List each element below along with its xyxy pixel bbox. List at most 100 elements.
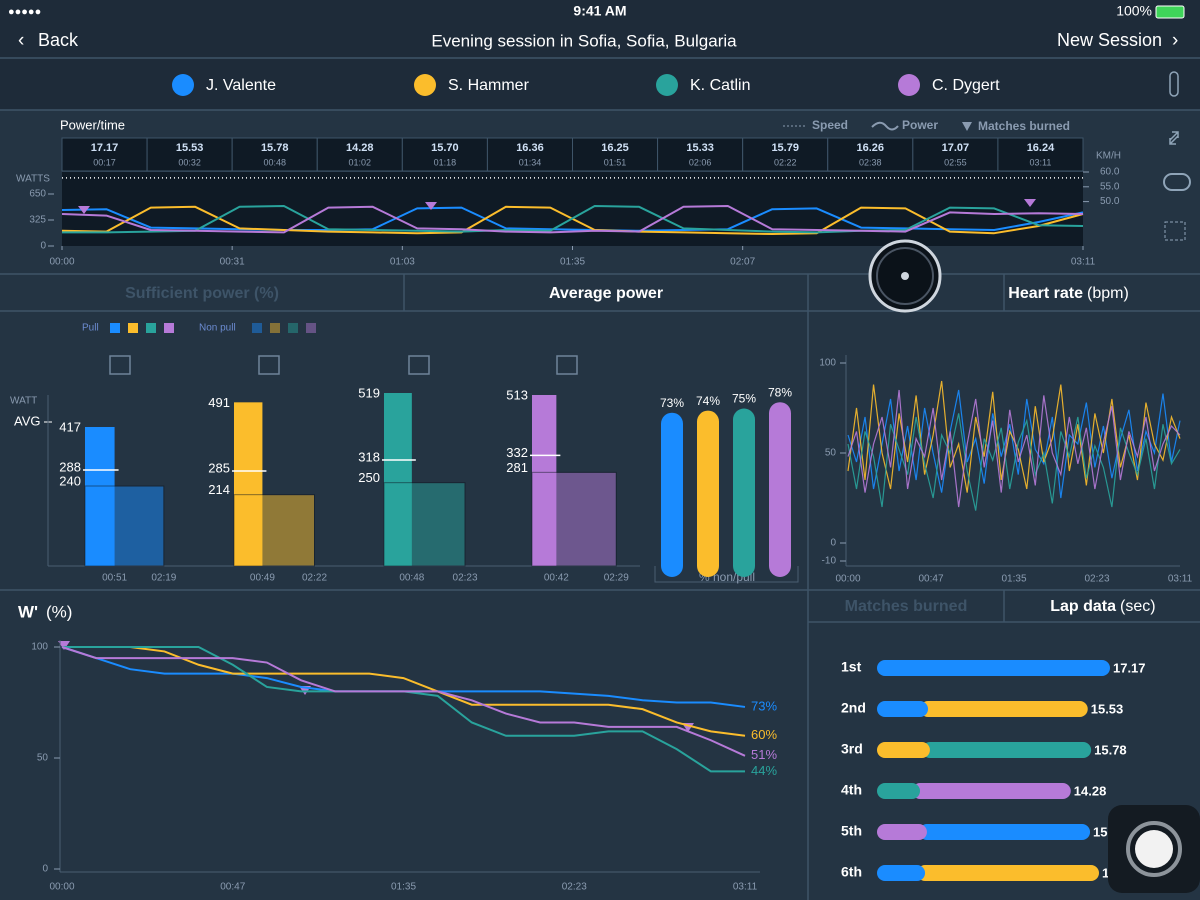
end-label: 60% [751,727,777,742]
nav-title: Evening session in Sofia, Sofia, Bulgari… [431,31,737,50]
swatch [110,323,120,333]
nonpull-bar [84,485,165,567]
end-label: 44% [751,763,777,778]
heart-line [847,413,1181,511]
x-tick-label: 00:47 [918,574,943,585]
battery-text: 100% [1116,3,1152,19]
lap-total: 15.78 [1094,742,1127,757]
new-session[interactable]: New Session [1057,30,1162,50]
thermometer-icon[interactable] [1169,71,1179,97]
lap-segment [877,783,921,799]
lap-speed: 16.36 [516,142,544,154]
nonpull-label: 250 [358,470,380,485]
lap-box [827,137,914,172]
heart-line [847,389,1181,499]
header-bg [0,0,1200,110]
x-tick-label: 01:35 [560,257,585,268]
lap-label: 1st [841,659,862,675]
lap-speed: 16.24 [1027,142,1055,154]
pull-time: 00:42 [544,573,569,584]
lap-speed: 14.28 [346,142,374,154]
back-label[interactable]: Back [38,30,79,50]
lap-speed: 17.17 [91,142,119,154]
lap-box [997,137,1084,172]
lap-label: 3rd [841,741,863,757]
power-legend-icon [871,121,899,131]
lap-time: 00:17 [93,157,116,167]
power-line [61,205,1084,234]
lap-segment [877,701,929,717]
y-tick-label: 50 [37,753,49,764]
y-tick-label: -10 [822,556,837,567]
heart-line [847,389,1181,508]
y-tick-label: 100 [819,358,836,369]
x-tick-label: 01:03 [390,257,415,268]
wprime-line [61,646,746,708]
lap-total: 17.17 [1113,660,1146,675]
home-button-core [1135,830,1173,868]
percent-bar-base [733,564,755,566]
wprime-title: W' [18,602,38,621]
percent-label: 73% [660,396,684,410]
avg-label: 288 [59,459,81,474]
lap-label: 2nd [841,700,866,716]
percent-bar [733,408,755,577]
percent-bar [697,410,719,577]
pull-label: 519 [358,385,380,400]
y-tick-label: 0 [42,864,48,875]
tab-average[interactable]: Average power [549,285,663,302]
legend-speed: Speed [812,118,848,132]
next-chevron[interactable]: › [1172,30,1178,51]
lap-time: 03:11 [1030,157,1052,167]
legend-matches: Matches burned [978,119,1070,133]
lap-time: 02:38 [859,157,882,167]
group-icon [408,355,430,375]
pull-label: 417 [59,419,81,434]
lap-time: 00:48 [263,157,286,167]
lap-speed: 15.33 [686,142,714,154]
lap-time: 02:22 [774,157,797,167]
nonpull-bar [383,482,466,567]
lap-time: 00:32 [178,157,201,167]
lap-box [486,137,573,172]
home-button [1126,821,1182,877]
y2-tick-label: 60.0 [1100,167,1120,178]
expand-icon[interactable] [1169,131,1179,145]
wprime-line [62,646,746,737]
tab-lap[interactable]: Lap data [1050,598,1116,615]
pull-time: 00:48 [399,573,424,584]
lap-segment [877,660,1110,676]
y-tick-label: 650 [29,189,46,200]
lap-speed: 15.78 [261,142,289,154]
x-tick-label: 00:00 [49,882,74,893]
end-time: 02:23 [453,573,478,584]
lap-time: 01:34 [519,157,542,167]
tab-heart[interactable]: Heart rate [1008,285,1083,302]
lap-segment [921,742,1092,758]
battery-icon [1155,5,1185,19]
x-tick-label: 03:11 [1071,257,1096,268]
percent-bar-base [697,564,719,566]
rider-dot [172,74,194,96]
nonpull-bar [531,471,617,567]
tab-matches[interactable]: Matches burned [845,598,968,615]
swatch [306,323,316,333]
swatch [270,323,280,333]
legend-power: Power [902,118,938,132]
avg-label: AVG [14,413,41,428]
lap-speed: 16.26 [857,142,885,154]
pull-time: 00:51 [102,573,127,584]
power-title: Power/time [60,117,125,132]
back-button[interactable]: ‹ [18,30,24,51]
avg-label: 318 [358,449,380,464]
link-icon[interactable] [1163,173,1191,191]
tab-heart-unit: (bpm) [1087,285,1129,302]
select-icon[interactable] [1164,221,1186,241]
tab-sufficient[interactable]: Sufficient power (%) [125,285,279,302]
y-tick-label: 325 [29,215,46,226]
lap-label: 6th [841,864,862,880]
power-line [62,205,1084,234]
legend-pull: Pull [82,323,99,334]
y-tick-label: 100 [31,642,48,653]
percent-bar-base [769,564,791,566]
